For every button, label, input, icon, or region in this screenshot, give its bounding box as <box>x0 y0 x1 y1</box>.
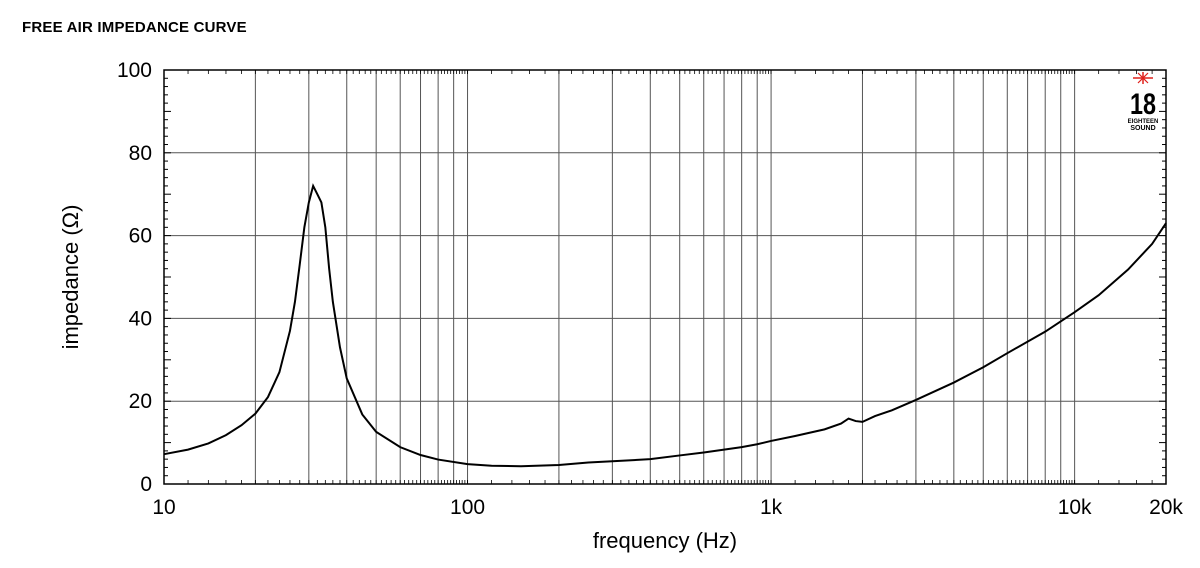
y-tick-label: 60 <box>129 225 152 248</box>
chart-title: FREE AIR IMPEDANCE CURVE <box>22 19 247 36</box>
logo-subtext-top: EIGHTEEN <box>1128 119 1159 125</box>
y-axis-label: impedance (Ω) <box>58 205 83 350</box>
x-tick-labels: 10 100 1k 10k 20k <box>152 496 1183 519</box>
grid-lines <box>164 70 1166 484</box>
x-tick-label: 10k <box>1058 496 1092 519</box>
y-tick-label: 40 <box>129 307 152 330</box>
impedance-curve <box>163 183 1167 468</box>
logo-subtext-bottom: SOUND <box>1130 125 1155 132</box>
x-tick-label: 1k <box>760 496 783 519</box>
logo-number: 18 <box>1130 88 1156 121</box>
y-tick-label: 0 <box>140 473 152 496</box>
x-tick-label: 20k <box>1149 496 1183 519</box>
x-axis-label: frequency (Hz) <box>593 528 737 553</box>
y-tick-label: 80 <box>129 142 152 165</box>
minor-ticks <box>163 69 1167 485</box>
x-tick-label: 100 <box>450 496 485 519</box>
star-icon <box>1133 72 1153 84</box>
y-tick-labels: 0 20 40 60 80 100 <box>117 59 152 496</box>
eighteen-sound-logo: 18 EIGHTEEN SOUND <box>1128 72 1159 132</box>
y-tick-label: 20 <box>129 390 152 413</box>
y-tick-label: 100 <box>117 59 152 82</box>
x-tick-label: 10 <box>152 496 175 519</box>
plot-frame <box>163 69 1167 485</box>
